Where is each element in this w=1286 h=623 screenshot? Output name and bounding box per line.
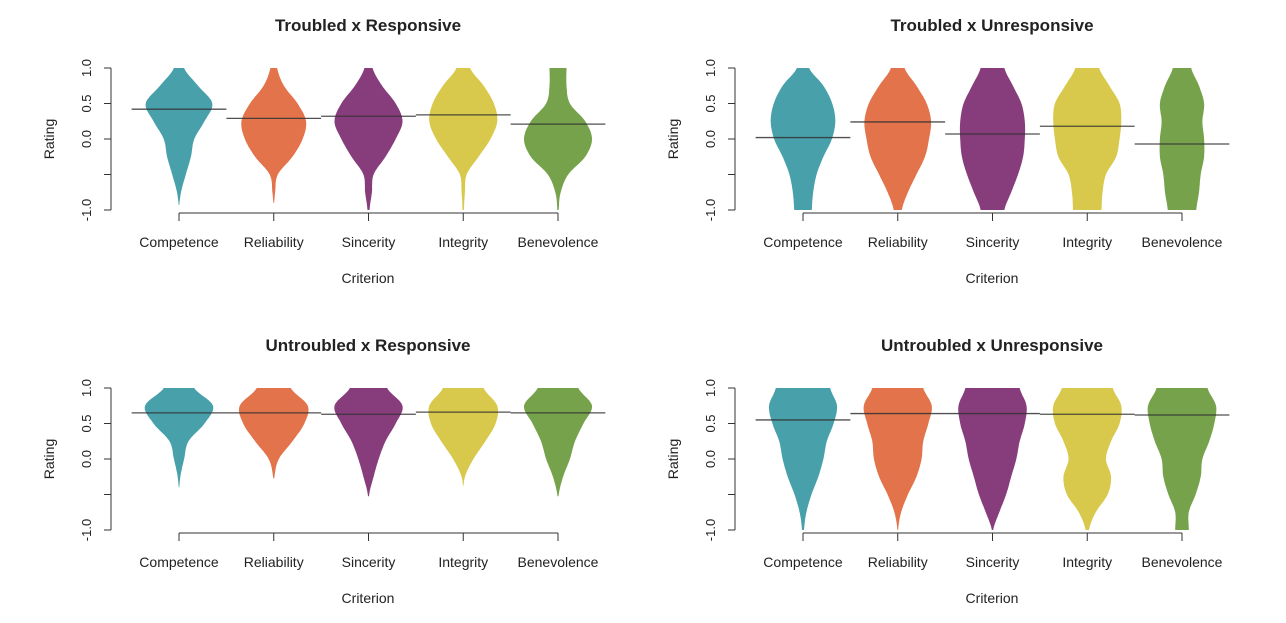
x-tick-label: Integrity	[1062, 234, 1112, 250]
x-axis-label: Criterion	[342, 270, 395, 286]
violin-competence	[145, 68, 213, 205]
x-tick-label: Sincerity	[342, 234, 396, 250]
y-tick-label: -1.0	[703, 519, 718, 541]
x-tick-label: Sincerity	[342, 554, 396, 570]
y-tick-label: 0.0	[703, 130, 718, 148]
panel: Troubled x Responsive Criterion Rating -1.0…	[41, 16, 606, 286]
violin-reliability	[864, 68, 932, 210]
violin-benevolence	[524, 68, 592, 210]
violin-integrity	[1052, 388, 1122, 530]
x-axis-label: Criterion	[342, 590, 395, 606]
x-tick-label: Benevolence	[518, 234, 599, 250]
y-tick-label: -1.0	[703, 199, 718, 221]
x-tick-label: Competence	[763, 554, 843, 570]
violin-benevolence	[1147, 388, 1217, 530]
violin-sincerity	[334, 68, 403, 210]
x-tick-label: Sincerity	[966, 554, 1020, 570]
x-tick-label: Reliability	[244, 554, 304, 570]
violin-benevolence	[524, 388, 592, 497]
violin-competence	[144, 388, 214, 488]
y-tick-label: -1.0	[79, 519, 94, 541]
violin-reliability	[239, 388, 309, 479]
y-axis-label: Rating	[665, 119, 681, 159]
x-tick-label: Sincerity	[966, 234, 1020, 250]
x-tick-label: Reliability	[868, 234, 928, 250]
x-tick-label: Integrity	[1062, 554, 1112, 570]
x-tick-label: Integrity	[438, 554, 488, 570]
chart-title: Troubled x Unresponsive	[890, 16, 1093, 35]
violin-integrity	[429, 68, 498, 210]
chart-title: Untroubled x Responsive	[266, 336, 471, 355]
x-tick-label: Competence	[763, 234, 843, 250]
x-tick-label: Competence	[139, 234, 219, 250]
panel: Untroubled x Responsive Criterion Rating -1…	[41, 336, 606, 606]
y-axis-label: Rating	[41, 119, 57, 159]
violin-benevolence	[1159, 68, 1205, 210]
y-tick-label: 0.0	[79, 130, 94, 148]
y-tick-label: 0.0	[79, 450, 94, 468]
x-axis-label: Criterion	[966, 270, 1019, 286]
y-tick-label: 1.0	[79, 59, 94, 77]
x-tick-label: Reliability	[868, 554, 928, 570]
violin-reliability	[863, 388, 932, 530]
x-tick-label: Benevolence	[1142, 234, 1223, 250]
violin-sincerity	[334, 388, 403, 497]
x-tick-label: Reliability	[244, 234, 304, 250]
panel: Untroubled x Unresponsive Criterion Rating…	[665, 336, 1230, 606]
x-tick-label: Benevolence	[1142, 554, 1223, 570]
y-tick-label: 1.0	[703, 379, 718, 397]
chart-title: Untroubled x Unresponsive	[881, 336, 1103, 355]
violin-integrity	[428, 388, 499, 486]
y-axis-label: Rating	[665, 439, 681, 479]
violin-sincerity	[958, 388, 1027, 530]
y-tick-label: 0.5	[703, 414, 718, 432]
y-tick-label: 1.0	[703, 59, 718, 77]
violin-reliability	[241, 68, 307, 203]
violin-competence	[768, 388, 838, 530]
chart-title: Troubled x Responsive	[275, 16, 461, 35]
x-axis-label: Criterion	[966, 590, 1019, 606]
y-tick-label: 0.5	[79, 94, 94, 112]
violin-competence	[770, 68, 836, 210]
y-tick-label: 1.0	[79, 379, 94, 397]
violin-sincerity	[959, 68, 1026, 210]
y-tick-label: -1.0	[79, 199, 94, 221]
y-tick-label: 0.5	[703, 94, 718, 112]
y-tick-label: 0.0	[703, 450, 718, 468]
violin-integrity	[1053, 68, 1122, 210]
y-tick-label: 0.5	[79, 414, 94, 432]
y-axis-label: Rating	[41, 439, 57, 479]
x-tick-label: Integrity	[438, 234, 488, 250]
x-tick-label: Competence	[139, 554, 219, 570]
panel: Troubled x Unresponsive Criterion Rating -1…	[665, 16, 1230, 286]
x-tick-label: Benevolence	[518, 554, 599, 570]
